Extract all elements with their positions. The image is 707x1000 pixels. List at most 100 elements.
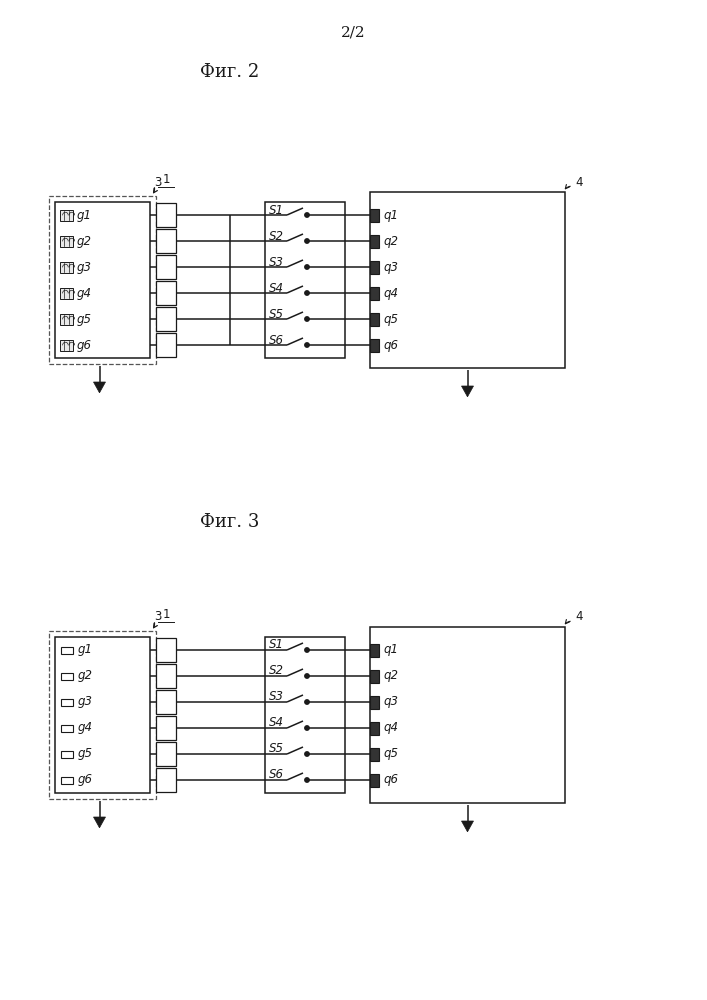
Bar [49,631,156,799]
Circle shape [305,674,309,678]
Bar [55,202,150,358]
Bar [61,672,73,680]
Text: S5: S5 [269,742,284,756]
Text: S2: S2 [269,664,284,678]
Text: g2: g2 [78,670,93,682]
Text: g3: g3 [78,696,93,708]
Bar [370,192,565,368]
Text: g6: g6 [77,338,92,352]
Circle shape [305,778,309,782]
Bar [370,286,379,300]
Circle shape [305,239,309,243]
Text: q6: q6 [383,774,398,786]
Bar [370,722,379,734]
Text: q1: q1 [383,209,398,222]
Bar [61,776,73,784]
Bar [370,774,379,786]
Text: 2/2: 2/2 [341,25,366,39]
Text: q4: q4 [383,286,398,300]
Text: g5: g5 [78,748,93,760]
Bar [156,768,176,792]
Text: q1: q1 [383,644,398,656]
Bar [60,314,73,324]
Text: q2: q2 [383,670,398,682]
Text: q2: q2 [383,234,398,247]
Polygon shape [462,386,474,397]
Text: 1: 1 [162,173,170,186]
Bar [156,307,176,331]
Bar [370,627,565,803]
Bar [61,724,73,732]
Circle shape [305,291,309,295]
Bar [370,748,379,760]
Circle shape [305,726,309,730]
Polygon shape [93,382,105,393]
Bar [49,196,156,364]
Text: S6: S6 [269,334,284,347]
Circle shape [305,343,309,347]
Text: S1: S1 [269,639,284,652]
Text: g4: g4 [77,286,92,300]
Text: g2: g2 [77,234,92,247]
Text: 4: 4 [575,610,583,624]
Circle shape [305,265,309,269]
Circle shape [305,752,309,756]
Text: g1: g1 [78,644,93,656]
Text: q3: q3 [383,696,398,708]
Text: q5: q5 [383,748,398,760]
Bar [60,210,73,221]
Bar [156,742,176,766]
Text: S1: S1 [269,204,284,217]
Bar [60,340,73,351]
Circle shape [305,317,309,321]
Bar [156,690,176,714]
Circle shape [305,700,309,704]
Bar [156,203,176,227]
Bar [156,229,176,253]
Text: g6: g6 [78,774,93,786]
Bar [265,637,345,793]
Bar [61,698,73,706]
Bar [61,750,73,758]
Bar [370,234,379,247]
Bar [156,255,176,279]
Bar [156,281,176,305]
Text: S3: S3 [269,255,284,268]
Text: 3: 3 [154,610,161,624]
Bar [370,670,379,682]
Text: q3: q3 [383,260,398,273]
Bar [265,202,345,358]
Bar [370,696,379,708]
Text: S4: S4 [269,716,284,730]
Text: q4: q4 [383,722,398,734]
Text: S6: S6 [269,768,284,782]
Text: S5: S5 [269,308,284,320]
Bar [156,716,176,740]
Text: S3: S3 [269,690,284,704]
Text: S2: S2 [269,230,284,242]
Text: g5: g5 [77,312,92,326]
Circle shape [305,648,309,652]
Bar [55,637,150,793]
Bar [156,333,176,357]
Bar [370,209,379,222]
Text: g1: g1 [77,209,92,222]
Bar [60,288,73,298]
Text: 1: 1 [162,608,170,621]
Polygon shape [93,817,105,828]
Text: 4: 4 [575,176,583,188]
Bar [60,235,73,246]
Bar [370,312,379,326]
Text: S4: S4 [269,282,284,294]
Bar [156,664,176,688]
Polygon shape [462,821,474,832]
Text: 3: 3 [154,176,161,188]
Bar [370,644,379,656]
Bar [60,261,73,272]
Text: g4: g4 [78,722,93,734]
Text: Фиг. 3: Фиг. 3 [200,513,259,531]
Text: Фиг. 2: Фиг. 2 [200,63,259,81]
Text: q5: q5 [383,312,398,326]
Text: q6: q6 [383,338,398,352]
Text: g3: g3 [77,260,92,273]
